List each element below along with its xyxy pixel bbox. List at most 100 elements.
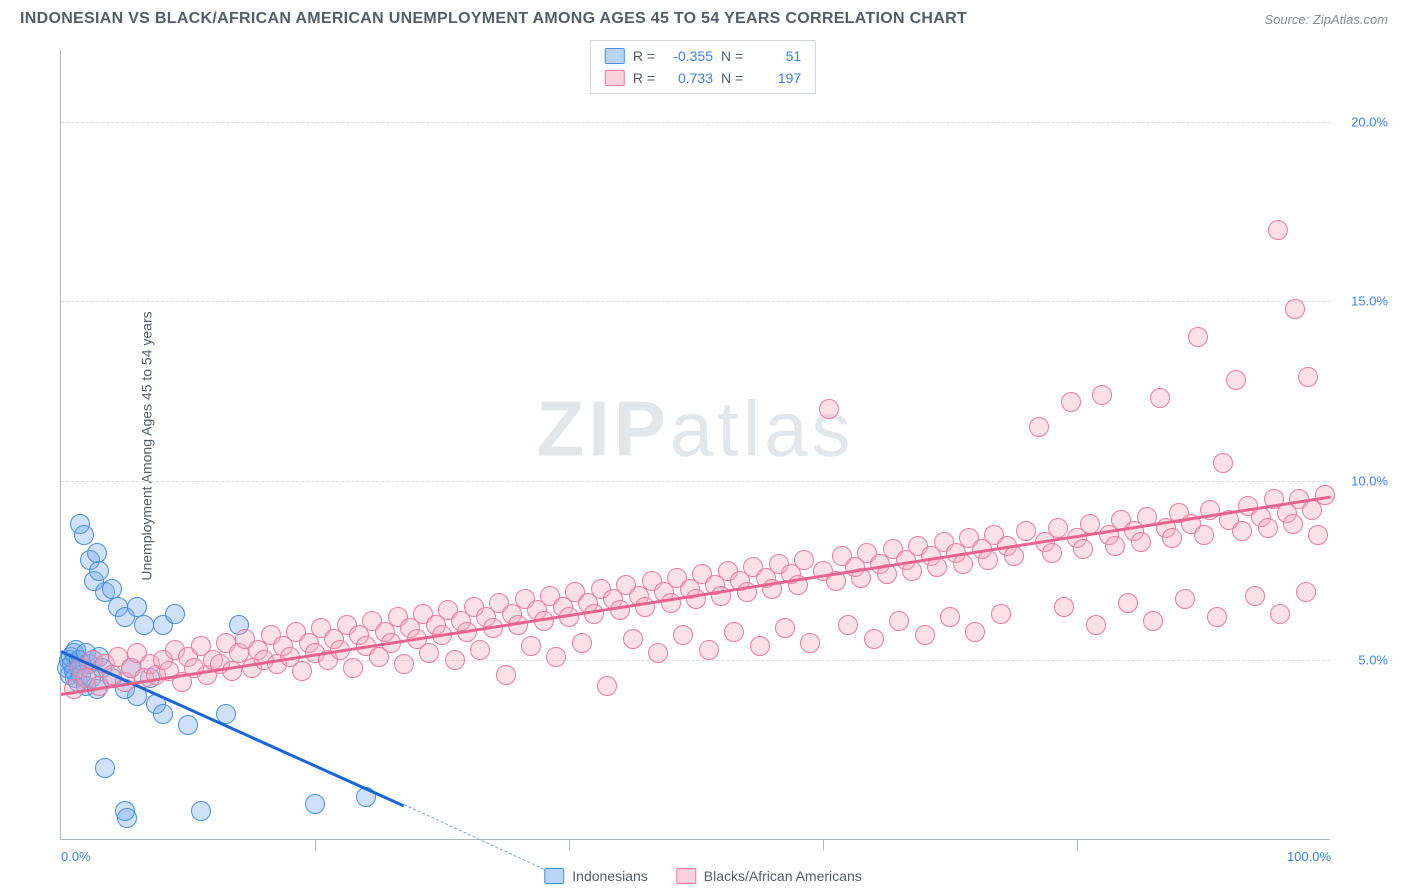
n-label: N =	[721, 67, 743, 89]
swatch-blue-icon	[605, 48, 625, 64]
scatter-point	[1175, 589, 1195, 609]
r-value: 0.733	[663, 67, 713, 89]
n-label: N =	[721, 45, 743, 67]
y-tick-label: 15.0%	[1336, 294, 1388, 309]
scatter-point	[1194, 525, 1214, 545]
scatter-point	[1092, 385, 1112, 405]
legend-label: Blacks/African Americans	[704, 868, 862, 884]
scatter-point	[819, 399, 839, 419]
scatter-point	[1029, 417, 1049, 437]
scatter-point	[394, 654, 414, 674]
scatter-point	[794, 550, 814, 570]
scatter-point	[1131, 532, 1151, 552]
scatter-point	[1004, 546, 1024, 566]
scatter-point	[117, 808, 137, 828]
r-label: R =	[633, 45, 655, 67]
scatter-point	[1232, 521, 1252, 541]
scatter-point	[1258, 518, 1278, 538]
correlation-row-2: R = 0.733 N = 197	[605, 67, 801, 89]
scatter-point	[750, 636, 770, 656]
scatter-point	[1226, 370, 1246, 390]
scatter-point	[153, 704, 173, 724]
watermark: ZIPatlas	[536, 383, 854, 474]
chart-title: INDONESIAN VS BLACK/AFRICAN AMERICAN UNE…	[20, 10, 967, 28]
chart-source: Source: ZipAtlas.com	[1264, 12, 1388, 27]
scatter-point	[572, 633, 592, 653]
scatter-point	[1054, 597, 1074, 617]
y-tick-label: 10.0%	[1336, 473, 1388, 488]
scatter-point	[419, 643, 439, 663]
swatch-pink-icon	[676, 868, 696, 884]
gridline-h	[61, 301, 1330, 302]
scatter-point	[1073, 539, 1093, 559]
scatter-point	[1283, 514, 1303, 534]
scatter-point	[470, 640, 490, 660]
scatter-point	[635, 597, 655, 617]
scatter-point	[87, 543, 107, 563]
correlation-row-1: R = -0.355 N = 51	[605, 45, 801, 67]
scatter-point	[775, 618, 795, 638]
correlation-legend: R = -0.355 N = 51 R = 0.733 N = 197	[590, 40, 816, 94]
scatter-point	[1245, 586, 1265, 606]
scatter-point	[305, 794, 325, 814]
scatter-point	[292, 661, 312, 681]
scatter-point	[800, 633, 820, 653]
scatter-point	[1048, 518, 1068, 538]
scatter-point	[991, 604, 1011, 624]
scatter-point	[1315, 485, 1335, 505]
scatter-point	[940, 607, 960, 627]
scatter-point	[1162, 528, 1182, 548]
scatter-point	[1308, 525, 1328, 545]
scatter-point	[343, 658, 363, 678]
scatter-point	[838, 615, 858, 635]
scatter-point	[584, 604, 604, 624]
r-value: -0.355	[663, 45, 713, 67]
scatter-point	[1143, 611, 1163, 631]
scatter-point	[521, 636, 541, 656]
scatter-point	[1061, 392, 1081, 412]
y-tick-label: 20.0%	[1336, 114, 1388, 129]
scatter-point	[623, 629, 643, 649]
gridline-h	[61, 122, 1330, 123]
x-tick-mark	[569, 840, 570, 850]
scatter-point	[597, 676, 617, 696]
trendline-extrapolated	[404, 804, 544, 870]
x-tick-mark	[1077, 840, 1078, 850]
scatter-point	[1016, 521, 1036, 541]
scatter-point	[1118, 593, 1138, 613]
x-tick-label: 100.0%	[1287, 849, 1331, 864]
trendline	[61, 495, 1331, 695]
scatter-point	[1285, 299, 1305, 319]
scatter-point	[915, 625, 935, 645]
scatter-point	[965, 622, 985, 642]
scatter-point	[864, 629, 884, 649]
scatter-point	[178, 715, 198, 735]
scatter-point	[953, 554, 973, 574]
scatter-point	[191, 801, 211, 821]
scatter-point	[1298, 367, 1318, 387]
x-tick-label: 0.0%	[61, 849, 91, 864]
scatter-point	[89, 561, 109, 581]
scatter-point	[1150, 388, 1170, 408]
scatter-point	[889, 611, 909, 631]
legend-item-2: Blacks/African Americans	[676, 868, 862, 884]
legend-label: Indonesians	[572, 868, 648, 884]
scatter-point	[1270, 604, 1290, 624]
scatter-point	[1207, 607, 1227, 627]
scatter-point	[978, 550, 998, 570]
scatter-point	[648, 643, 668, 663]
scatter-point	[1268, 220, 1288, 240]
scatter-point	[1105, 536, 1125, 556]
scatter-point	[165, 604, 185, 624]
scatter-point	[74, 525, 94, 545]
scatter-point	[134, 615, 154, 635]
scatter-point	[1042, 543, 1062, 563]
scatter-point	[546, 647, 566, 667]
r-label: R =	[633, 67, 655, 89]
swatch-pink-icon	[605, 70, 625, 86]
scatter-point	[673, 625, 693, 645]
x-tick-mark	[823, 840, 824, 850]
scatter-point	[1213, 453, 1233, 473]
n-value: 51	[751, 45, 801, 67]
scatter-point	[496, 665, 516, 685]
